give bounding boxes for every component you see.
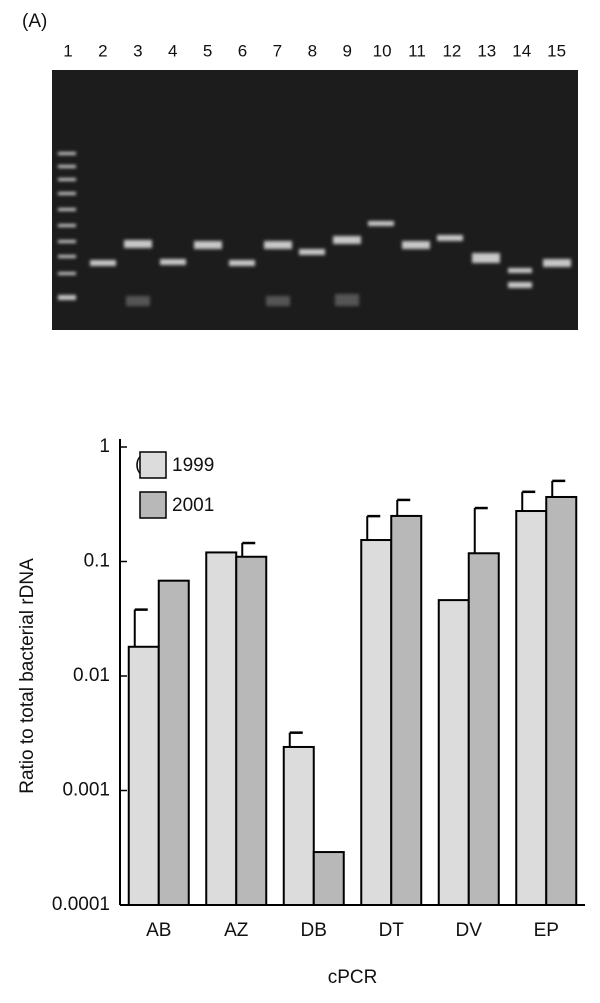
- lane-label: 11: [408, 41, 426, 60]
- y-tick-label: 0.01: [73, 665, 110, 686]
- legend-swatch: [139, 491, 167, 519]
- bar: [205, 551, 238, 907]
- bar: [545, 495, 578, 906]
- error-bar: [366, 514, 381, 541]
- error-bar: [551, 479, 566, 497]
- gel-image: [52, 70, 578, 330]
- bar: [467, 552, 500, 907]
- error-bar: [473, 506, 488, 554]
- x-tick-label: DT: [379, 920, 405, 941]
- x-tick-label: EP: [534, 920, 559, 941]
- bar: [360, 539, 393, 906]
- lane-label: 6: [238, 41, 247, 60]
- panel-label: (A): [22, 11, 47, 32]
- lane-label: 12: [442, 41, 461, 60]
- x-tick-label: AB: [146, 920, 171, 941]
- y-tick-label: 1: [99, 436, 110, 457]
- bar: [235, 555, 268, 907]
- y-tick-label: 0.0001: [52, 894, 110, 915]
- legend-swatch: [139, 451, 167, 479]
- bar: [157, 579, 190, 906]
- lane-labels: 1 2 3 4 5 6 7 8 9 10 11 12 13 14 15: [63, 41, 566, 60]
- bar-chart: 0.0001 0.001 0.01 0.1 1 AB AZ DB DT DV EP cPCR Ratio…: [17, 436, 585, 988]
- x-tick-label: AZ: [224, 920, 249, 941]
- y-tick-label: 0.1: [84, 551, 110, 572]
- lane-label: 8: [308, 41, 317, 60]
- legend-label: 1999: [172, 455, 214, 476]
- bar: [437, 599, 470, 907]
- error-bar: [133, 608, 148, 647]
- bar: [312, 851, 345, 906]
- error-bar: [288, 731, 303, 747]
- bar: [390, 514, 423, 906]
- error-bar: [396, 498, 411, 516]
- lane-label: 9: [342, 41, 351, 60]
- lane-label: 13: [477, 41, 496, 60]
- lane-label: 2: [98, 41, 107, 60]
- x-axis-label: cPCR: [328, 967, 378, 988]
- lane-label: 15: [547, 41, 566, 60]
- error-bar: [521, 490, 536, 512]
- legend-label: 2001: [172, 495, 214, 516]
- lane-label: 10: [373, 41, 392, 60]
- bar: [127, 645, 160, 906]
- bar: [515, 510, 548, 906]
- bar: [282, 745, 315, 906]
- lane-label: 4: [168, 41, 177, 60]
- x-tick-label: DB: [301, 920, 327, 941]
- lane-label: 3: [133, 41, 142, 60]
- y-tick-label: 0.001: [62, 780, 110, 801]
- lane-label: 7: [273, 41, 282, 60]
- lane-label: 1: [63, 41, 72, 60]
- error-bar: [241, 541, 256, 557]
- x-tick-label: DV: [456, 920, 483, 941]
- lane-label: 5: [203, 41, 212, 60]
- legend: 1999 2001: [139, 451, 214, 519]
- lane-label: 14: [512, 41, 531, 60]
- y-axis-label: Ratio to total bacterial rDNA: [17, 558, 38, 794]
